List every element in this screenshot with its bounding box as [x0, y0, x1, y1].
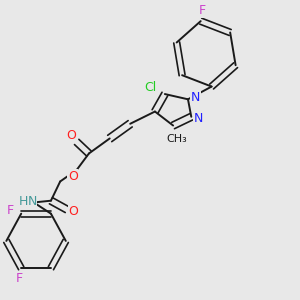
Text: F: F [199, 4, 206, 17]
Text: O: O [68, 205, 78, 218]
Text: O: O [66, 129, 76, 142]
Text: F: F [16, 272, 23, 285]
Text: N: N [27, 195, 37, 208]
Text: Cl: Cl [144, 81, 156, 94]
Text: N: N [190, 92, 200, 104]
Text: F: F [6, 204, 14, 217]
Text: N: N [194, 112, 203, 125]
Text: O: O [68, 170, 78, 183]
Text: H: H [19, 195, 28, 208]
Text: CH₃: CH₃ [167, 134, 188, 144]
